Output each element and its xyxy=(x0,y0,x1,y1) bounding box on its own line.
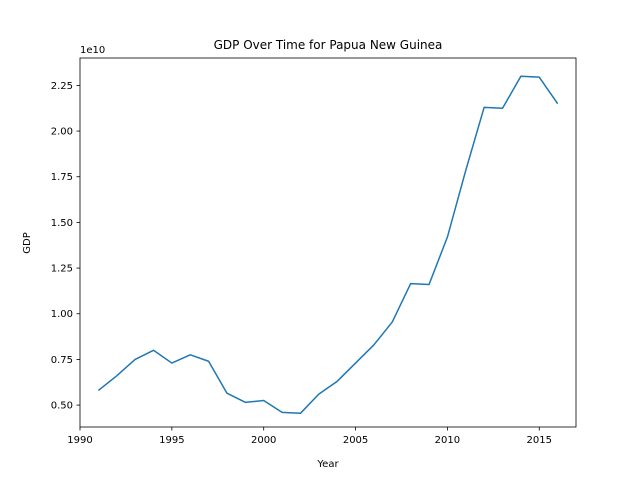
y-tick-label: 1.25 xyxy=(51,264,73,275)
y-tick-label: 1.00 xyxy=(51,309,73,320)
y-tick-label: 2.00 xyxy=(51,127,73,138)
y-tick-label: 0.50 xyxy=(51,401,73,412)
plot-area: 1990 1995 2000 2005 2010 2015 0.50 0.75 1.00 1.25… xyxy=(51,57,577,446)
x-tick-label: 1990 xyxy=(67,435,92,446)
x-tick-label: 1995 xyxy=(159,435,184,446)
series-line-0 xyxy=(97,75,559,415)
y-axis-label: GDP xyxy=(22,232,33,253)
y-tick-label: 1.50 xyxy=(51,218,73,229)
y-tick-label: 2.25 xyxy=(51,81,73,92)
x-tick-label: 2005 xyxy=(343,435,368,446)
y-tick-label: 1.75 xyxy=(51,172,73,183)
chart-title: GDP Over Time for Papua New Guinea xyxy=(214,38,443,52)
x-tick-label: 2010 xyxy=(435,435,460,446)
y-tick-label: 0.75 xyxy=(51,355,73,366)
x-tick-label: 2015 xyxy=(527,435,552,446)
x-axis-label: Year xyxy=(316,459,339,470)
y-offset-label: 1e10 xyxy=(80,45,105,56)
plot-frame xyxy=(79,57,577,428)
x-tick-label: 2000 xyxy=(251,435,276,446)
